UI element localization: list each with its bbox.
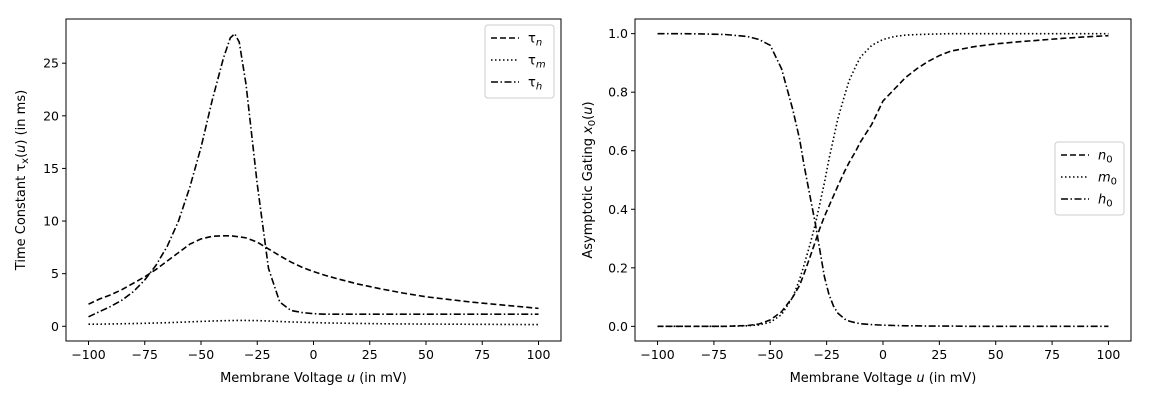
x-tick-label: −25 [813, 347, 839, 362]
x-tick-label: 75 [1044, 347, 1060, 362]
x-tick-label: −50 [188, 347, 214, 362]
legend-label: τh [528, 76, 542, 93]
series-line-dotted [657, 32, 1109, 328]
y-tick-label: 20 [43, 108, 59, 123]
chart-time-constants: −100 −75 −50 −25 0 25 50 75 100 0 5 10 15 20 25 Membran… [14, 18, 562, 386]
y-axis-label: Time Constant τx(u) (in ms) [14, 90, 31, 271]
y-tick-label: 10 [43, 214, 59, 229]
series-line-dashdot [88, 32, 539, 318]
y-tick-label: 0.6 [608, 143, 628, 158]
y-tick-label: 0.2 [608, 260, 628, 275]
y-tick-label: 5 [51, 266, 59, 281]
series-line-dashed [657, 34, 1109, 328]
chart-asymptotic-gating: −100 −75 −50 −25 0 25 50 75 100 0.0 0.2 0.4 0.6 0.8 1.… [581, 18, 1132, 386]
x-tick-label: −75 [132, 347, 158, 362]
y-tick-label: 0.4 [608, 202, 628, 217]
y-axis-label: Asymptotic Gating x0(u) [581, 101, 598, 258]
x-tick-label: 0 [310, 347, 318, 362]
legend-label: m0 [1098, 171, 1117, 188]
y-tick-label: 0 [51, 319, 59, 334]
x-tick-label: −25 [244, 347, 270, 362]
x-tick-label: 50 [988, 347, 1004, 362]
x-axis-label: Membrane Voltage u (in mV) [220, 371, 407, 386]
x-tick-label: 25 [931, 347, 947, 362]
legend-label: τn [528, 32, 542, 49]
series-line-dashed [88, 234, 539, 310]
x-tick-label: 100 [527, 347, 551, 362]
x-tick-label: 50 [418, 347, 434, 362]
y-tick-label: 15 [43, 161, 59, 176]
legend-frame [1054, 141, 1125, 216]
legend-label: h0 [1098, 193, 1113, 210]
x-tick-label: −50 [757, 347, 783, 362]
legend-frame [484, 24, 555, 99]
series-line-dashdot [657, 32, 1109, 328]
x-tick-label: 75 [474, 347, 490, 362]
x-tick-label: 0 [879, 347, 887, 362]
x-tick-label: −100 [71, 347, 105, 362]
x-tick-label: 100 [1097, 347, 1121, 362]
y-tick-label: 1.0 [608, 26, 628, 41]
legend: τn τm τh [484, 24, 555, 99]
y-tick-label: 0.8 [608, 85, 628, 100]
legend-label: τm [528, 54, 546, 71]
x-tick-label: −75 [701, 347, 727, 362]
y-tick-label: 25 [43, 56, 59, 71]
y-tick-label: 0.0 [608, 319, 628, 334]
x-tick-label: −100 [640, 347, 674, 362]
legend-label: n0 [1098, 149, 1113, 166]
x-tick-label: 25 [362, 347, 378, 362]
x-axis-label: Membrane Voltage u (in mV) [790, 371, 977, 386]
legend: n0 m0 h0 [1054, 141, 1125, 216]
